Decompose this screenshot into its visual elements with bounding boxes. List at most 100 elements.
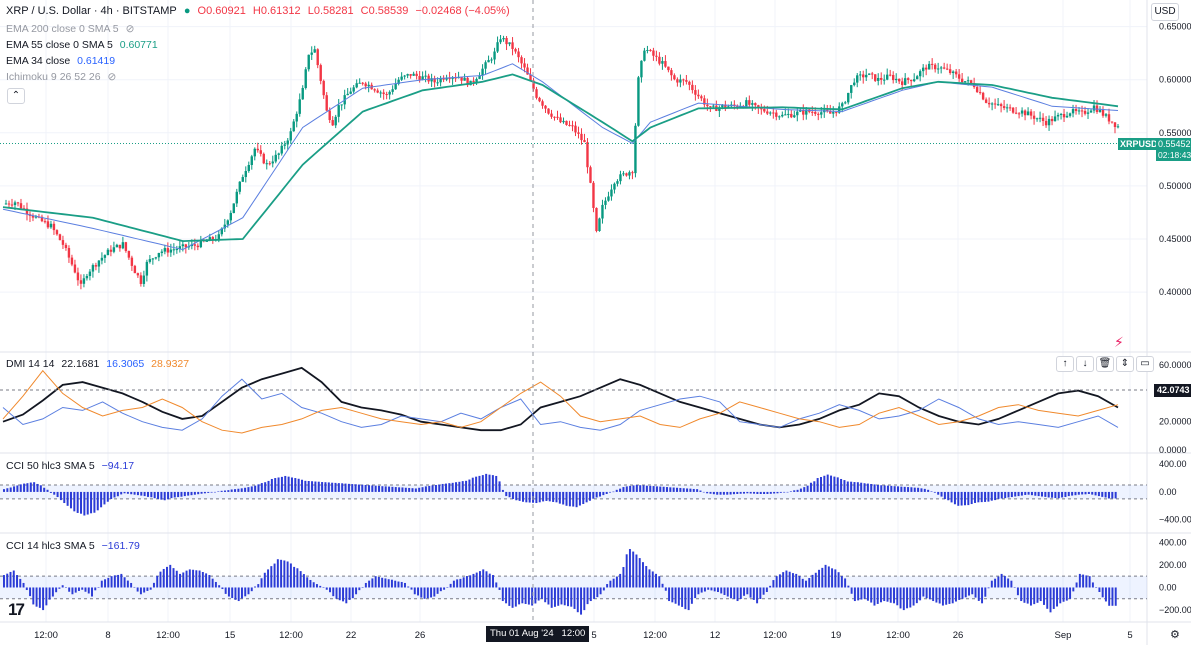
cci14-axis-tick: 200.00 [1159,560,1187,570]
cci14-bar [505,587,508,604]
cci50-bar [957,491,960,506]
candle-body [601,204,604,219]
candle-body [805,109,808,115]
cci50-bar [930,491,933,492]
legend-ema200[interactable]: EMA 200 close 0 SMA 5 ⊘ [6,22,138,36]
cci50-bar [625,486,628,492]
cci14-bar [240,587,243,599]
legend-cci50[interactable]: CCI 50 hlc3 SMA 5 −94.17 [6,459,138,473]
candle-body [490,59,493,61]
cci50-bar [816,478,819,492]
cci50-bar [823,475,826,492]
symbol-title[interactable]: XRP / U.S. Dollar · 4h · BITSTAMP [6,5,177,17]
cci50-pane[interactable] [0,473,1147,516]
adx-value: 22.1681 [61,358,100,370]
candle-body [897,78,901,82]
cci14-bar [306,577,309,588]
collapse-pane-icon[interactable]: ⇕ [1116,356,1134,372]
cci50-bar [33,482,36,492]
legend-ema55[interactable]: EMA 55 close 0 SMA 5 0.60771 [6,38,162,52]
cci14-bar [1056,587,1059,607]
cci50-bar [609,491,612,493]
maximize-pane-icon[interactable]: ▭ [1136,356,1154,372]
candle-body [619,174,622,182]
cci14-bar [1091,582,1094,588]
ohlc-close: C0.58539 [360,5,409,17]
cci14-bar [527,587,530,605]
cci14-bar [100,580,103,588]
cci50-bar [903,486,906,492]
cci14-pane[interactable] [0,549,1147,615]
cci50-bar [963,491,966,506]
cci14-bar [553,587,556,607]
cci14-bar [632,551,635,588]
cci50-bar [528,491,531,503]
axes: 0.65000 0.60000 0.55000 0.50000 0.45000 0.400… [34,22,1191,641]
cci50-bar [398,487,401,492]
tradingview-logo-icon[interactable]: 17 [8,600,25,619]
cci50-bar [1007,491,1010,498]
settings-gear-icon[interactable]: ⚙ [1170,629,1180,641]
cci14-bar [557,587,560,606]
cci50-bar [46,489,49,492]
legend-dmi[interactable]: DMI 14 14 22.1681 16.3065 28.9327 [6,357,193,371]
move-pane-down-icon[interactable]: ↓ [1076,356,1094,372]
cci50-bar [404,487,407,492]
delete-pane-icon[interactable]: 🗑 [1096,356,1114,372]
cci14-bar [267,569,270,588]
lightning-icon[interactable]: ⚡ [1114,334,1124,350]
candle-body [400,76,403,80]
cci50-bar [485,473,488,492]
candle-body [115,244,119,248]
cci14-bar [136,587,139,592]
legend-ema34[interactable]: EMA 34 close 0.61419 [6,54,119,68]
cci50-bar [1051,491,1054,498]
cci14-bar [850,587,853,594]
cci50-bar [458,481,461,492]
cci14-axis-tick: 400.00 [1159,537,1187,547]
cci50-bar [629,485,632,492]
candle-body [19,203,23,209]
ema34-value: 0.61419 [77,55,116,67]
cci50-bar [334,482,337,492]
candle-body [541,101,544,106]
cci50-bar [287,476,290,492]
candle-body [745,100,748,107]
cci50-bar [73,491,76,512]
legend-cci14[interactable]: CCI 14 hlc3 SMA 5 −161.79 [6,539,144,553]
cci50-bar [421,487,424,492]
cci50-bar [619,488,622,492]
cci14-bar [1020,587,1023,602]
cci14-bar [596,587,599,598]
move-pane-up-icon[interactable]: ↑ [1056,356,1074,372]
candle-body [40,216,44,222]
eye-off-icon[interactable]: ⊘ [107,71,117,83]
cci14-bar [390,579,393,588]
candle-body [283,144,286,146]
dmi-pane[interactable] [2,366,1119,434]
cci50-bar [635,484,638,492]
candle-body [589,167,592,183]
cci50-bar [525,491,528,503]
collapse-legend-button[interactable]: ⌃ [7,88,25,104]
cci50-bar [883,485,886,492]
cci50-bar [264,482,267,492]
candle-body [883,79,886,81]
currency-selector[interactable]: USD [1151,3,1179,21]
cci14-bar [182,572,185,588]
eye-off-icon[interactable]: ⊘ [125,23,135,35]
candle-body [61,240,65,245]
candle-body [259,150,262,154]
candle-body [91,265,95,272]
cci14-bar [410,587,413,590]
candle-body [16,202,20,204]
candle-body [784,114,787,116]
cci50-bar [294,478,297,492]
cci14-bar [518,587,521,605]
cci50-bar [90,491,93,514]
cci50-bar [173,491,176,498]
legend-ichimoku[interactable]: Ichimoku 9 26 52 26 ⊘ [6,70,120,84]
price-pane[interactable] [2,35,1120,290]
cci14-bar [664,587,667,591]
